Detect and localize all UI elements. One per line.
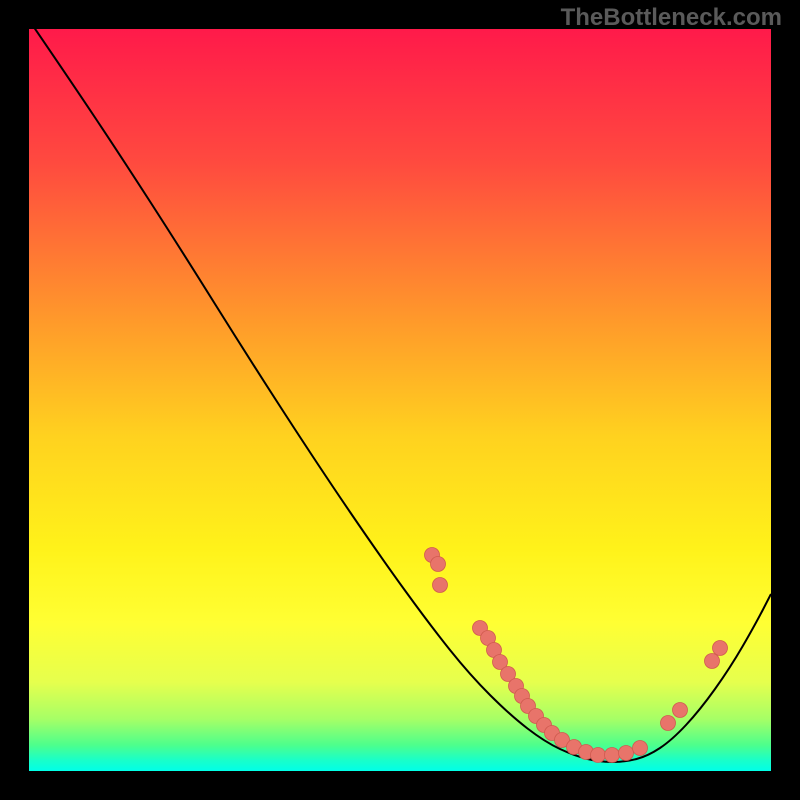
watermark-text: TheBottleneck.com: [561, 4, 782, 32]
chart-container: TheBottleneck.com: [0, 0, 800, 800]
gradient-plot-area: [29, 29, 771, 771]
